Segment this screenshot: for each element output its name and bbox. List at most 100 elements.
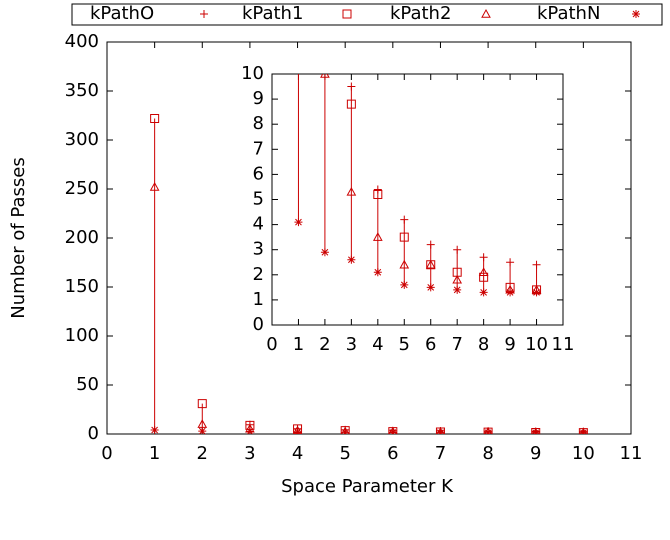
data-point (400, 280, 409, 289)
data-point (245, 427, 254, 434)
data-point (426, 240, 435, 249)
x-tick-label: 7 (451, 334, 462, 355)
data-point (388, 428, 397, 434)
data-point (578, 428, 588, 434)
y-tick-label: 200 (65, 227, 99, 248)
data-point (532, 285, 542, 295)
data-point (373, 268, 382, 277)
data-point (294, 218, 303, 227)
data-point (531, 428, 541, 434)
data-point (346, 99, 356, 109)
legend-marker (342, 9, 352, 19)
y-tick-label: 150 (65, 276, 99, 297)
data-point (579, 428, 588, 434)
y-tick-label: 0 (253, 314, 264, 335)
x-tick-label: 6 (425, 334, 436, 355)
x-tick-label: 11 (620, 443, 643, 464)
data-point (347, 82, 356, 91)
data-point (425, 259, 436, 269)
y-tick-label: 6 (253, 163, 264, 184)
y-tick-label: 9 (253, 88, 264, 109)
x-tick-label: 1 (149, 443, 160, 464)
x-tick-label: 9 (530, 443, 541, 464)
data-point (452, 274, 463, 284)
y-tick-label: 100 (65, 325, 99, 346)
data-point (484, 428, 493, 434)
y-tick-label: 3 (253, 239, 264, 260)
data-point (340, 426, 350, 434)
data-point (373, 185, 382, 194)
data-point (479, 272, 489, 282)
x-axis-title: Space Parameter K (281, 476, 454, 497)
data-point (426, 283, 435, 292)
data-point (435, 427, 445, 434)
data-point (532, 288, 541, 297)
data-point (436, 428, 445, 434)
x-tick-label: 8 (478, 334, 489, 355)
plot-area (149, 113, 588, 434)
data-point (531, 428, 540, 434)
x-tick-label: 3 (244, 443, 255, 464)
data-point (346, 186, 357, 196)
y-tick-label: 1 (253, 289, 264, 310)
data-point (532, 260, 541, 269)
legend-label: kPathO (90, 3, 154, 24)
y-tick-label: 8 (253, 113, 264, 134)
x-tick-label: 4 (292, 443, 303, 464)
plot-frame (106, 41, 632, 435)
legend-marker (632, 10, 640, 18)
y-tick-label: 4 (253, 214, 264, 235)
x-tick-label: 11 (552, 334, 575, 355)
x-tick-label: 7 (435, 443, 446, 464)
x-tick-label: 10 (572, 443, 595, 464)
data-point (506, 288, 515, 297)
data-point (293, 427, 302, 434)
y-tick-label: 300 (65, 129, 99, 150)
plot-frame (271, 73, 564, 326)
data-point (245, 420, 255, 430)
x-tick-label: 8 (482, 443, 493, 464)
data-point (399, 232, 409, 242)
legend-marker (200, 10, 208, 18)
data-point (506, 258, 515, 267)
data-point (400, 215, 409, 224)
y-tick-label: 5 (253, 189, 264, 210)
x-tick-label: 1 (293, 334, 304, 355)
data-point (373, 189, 383, 199)
x-tick-label: 2 (197, 443, 208, 464)
x-tick-label: 2 (319, 334, 330, 355)
y-tick-label: 250 (65, 178, 99, 199)
data-point (388, 426, 397, 434)
data-point (149, 182, 160, 191)
data-point (426, 260, 436, 270)
data-point (483, 427, 493, 434)
data-point (198, 427, 207, 434)
data-point (484, 426, 493, 434)
data-point (479, 288, 488, 297)
y-tick-label: 400 (65, 31, 99, 52)
data-point (347, 255, 356, 264)
data-point (197, 399, 207, 409)
data-point (320, 248, 329, 257)
legend-label: kPathN (537, 3, 600, 24)
data-point (150, 113, 160, 123)
y-axis-title: Number of Passes (8, 157, 29, 318)
y-tick-label: 2 (253, 264, 264, 285)
data-point (320, 74, 330, 78)
data-point (341, 426, 350, 434)
x-tick-label: 10 (525, 334, 548, 355)
data-point (505, 282, 515, 292)
x-tick-label: 4 (372, 334, 383, 355)
x-tick-label: 0 (266, 334, 277, 355)
x-tick-label: 5 (399, 334, 410, 355)
y-tick-label: 10 (241, 63, 264, 84)
y-tick-label: 7 (253, 138, 264, 159)
data-point (436, 427, 445, 434)
legend-box (71, 3, 663, 26)
data-point (453, 245, 462, 254)
data-point (479, 253, 488, 262)
x-tick-label: 0 (101, 443, 112, 464)
y-tick-label: 0 (88, 423, 99, 444)
plot-area (294, 74, 542, 297)
